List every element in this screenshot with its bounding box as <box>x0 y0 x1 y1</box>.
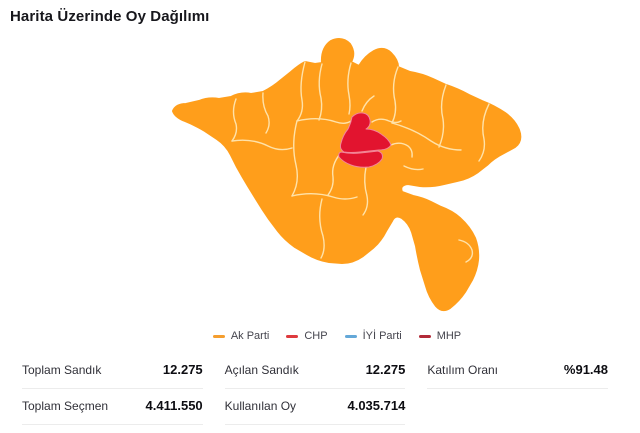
stat-toplam-sandik: Toplam Sandık 12.275 <box>22 354 203 389</box>
stat-value: 12.275 <box>162 362 203 377</box>
chp-district-upper[interactable] <box>339 112 392 153</box>
stat-toplam-secmen: Toplam Seçmen 4.411.550 <box>22 389 203 425</box>
stat-value: 12.275 <box>365 362 406 377</box>
page-title: Harita Üzerinde Oy Dağılımı <box>10 8 210 25</box>
stat-value: 4.411.550 <box>145 398 203 413</box>
stat-acilan-sandik: Açılan Sandık 12.275 <box>224 354 406 389</box>
stat-katilim-orani: Katılım Oranı %91.48 <box>427 354 608 389</box>
map-legend: Ak Parti CHP İYİ Parti MHP <box>0 327 640 345</box>
stat-label: Açılan Sandık <box>224 363 299 377</box>
stat-value: 4.035.714 <box>347 398 406 413</box>
stat-label: Kullanılan Oy <box>224 399 297 413</box>
mhp-color-dash-icon <box>418 334 431 338</box>
stat-label: Toplam Seçmen <box>22 399 109 413</box>
legend-label: CHP <box>304 330 328 342</box>
legend-label: MHP <box>436 330 462 342</box>
chp-color-dash-icon <box>286 334 299 338</box>
vote-stats-grid: Toplam Sandık 12.275 Açılan Sandık 12.27… <box>0 354 640 425</box>
stat-label: Katılım Oranı <box>427 363 499 377</box>
legend-label: İYİ Parti <box>362 330 402 342</box>
legend-item-mhp: MHP <box>418 328 462 344</box>
stat-kullanilan-oy: Kullanılan Oy 4.035.714 <box>224 389 406 425</box>
legend-item-chp: CHP <box>286 328 328 344</box>
center-districts-chp[interactable] <box>338 112 392 168</box>
stat-empty-cell <box>427 389 608 425</box>
legend-item-iyi-parti: İYİ Parti <box>344 328 402 344</box>
iyi-parti-color-dash-icon <box>344 334 357 338</box>
legend-item-ak-parti: Ak Parti <box>212 328 270 344</box>
ak-parti-color-dash-icon <box>212 334 225 338</box>
province-region-majority[interactable] <box>172 38 522 312</box>
stat-label: Toplam Sandık <box>22 363 102 377</box>
stat-value: %91.48 <box>563 362 608 377</box>
chp-district-lower[interactable] <box>338 150 383 168</box>
legend-label: Ak Parti <box>230 330 270 342</box>
district-borders <box>231 61 490 263</box>
